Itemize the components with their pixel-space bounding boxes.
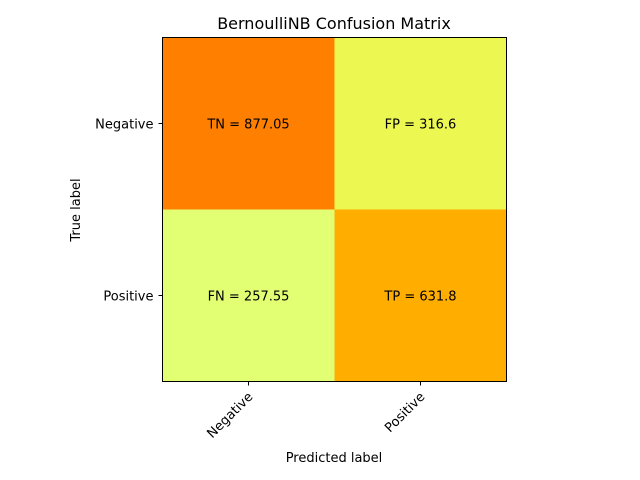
heatmap-cell-labels: TN = 877.05 FP = 316.6 FN = 257.55 TP = 631… [206, 118, 456, 305]
cell-label-tp: TP = 631.8 [383, 290, 456, 305]
cell-label-fn: FN = 257.55 [208, 290, 290, 305]
y-tick-label-negative: Negative [95, 118, 153, 133]
x-axis-label: Predicted label [286, 451, 383, 466]
heatmap-cells [162, 37, 507, 382]
x-tick-label-negative: Negative [204, 390, 256, 442]
cell-label-tn: TN = 877.05 [206, 118, 289, 133]
x-tick-label-positive: Positive [382, 390, 428, 436]
cell-tp [334, 209, 507, 382]
cell-fn [162, 209, 335, 382]
cell-fp [334, 37, 507, 210]
x-axis-ticks: Negative Positive [204, 381, 428, 442]
y-axis-ticks: Negative Positive [95, 118, 163, 305]
y-axis-label: True label [69, 178, 84, 242]
cell-label-fp: FP = 316.6 [385, 118, 457, 133]
y-tick-label-positive: Positive [103, 290, 153, 305]
chart-title: BernoulliNB Confusion Matrix [217, 14, 451, 33]
plot-frame [162, 37, 507, 382]
cell-tn [162, 37, 335, 210]
